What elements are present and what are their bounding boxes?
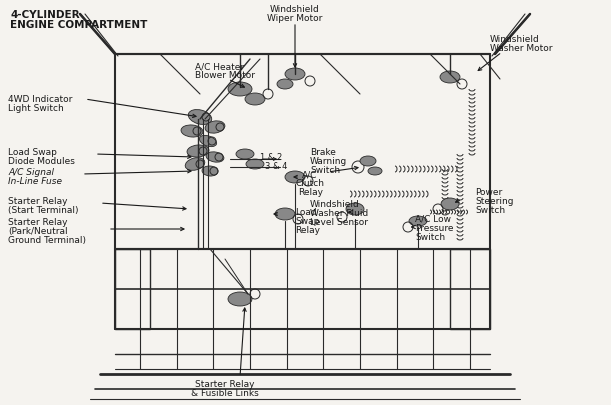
Text: Windshield: Windshield [490, 35, 540, 44]
Text: Switch: Switch [475, 205, 505, 215]
Text: Switch: Switch [310, 166, 340, 175]
Ellipse shape [199, 136, 217, 147]
Ellipse shape [441, 198, 459, 211]
Text: Windshield: Windshield [310, 200, 360, 209]
Text: Wiper Motor: Wiper Motor [268, 14, 323, 23]
Ellipse shape [277, 80, 293, 90]
Text: Starter Relay: Starter Relay [8, 196, 67, 205]
Text: Ground Terminal): Ground Terminal) [8, 235, 86, 244]
Ellipse shape [205, 122, 225, 134]
Ellipse shape [285, 172, 305, 183]
Ellipse shape [245, 94, 265, 106]
Text: ENGINE COMPARTMENT: ENGINE COMPARTMENT [10, 20, 147, 30]
Ellipse shape [187, 145, 209, 158]
Text: Relay: Relay [298, 188, 323, 196]
Ellipse shape [246, 160, 264, 170]
Text: 1 & 2: 1 & 2 [260, 153, 282, 162]
Text: In-Line Fuse: In-Line Fuse [8, 177, 62, 185]
Ellipse shape [185, 158, 205, 171]
Ellipse shape [440, 72, 460, 84]
Ellipse shape [360, 157, 376, 166]
Ellipse shape [409, 216, 427, 226]
Text: A/C: A/C [302, 170, 317, 179]
Ellipse shape [228, 292, 252, 306]
Text: & Fusible Links: & Fusible Links [191, 388, 259, 397]
Text: Diode Modules: Diode Modules [8, 157, 75, 166]
Text: Power: Power [475, 188, 502, 196]
Text: Washer Motor: Washer Motor [490, 44, 552, 53]
Text: Steering: Steering [475, 196, 513, 205]
Text: Starter Relay: Starter Relay [196, 379, 255, 388]
Ellipse shape [285, 69, 305, 81]
Text: Warning: Warning [310, 157, 347, 166]
Text: 4-CYLINDER: 4-CYLINDER [10, 10, 79, 20]
Text: Windshield: Windshield [270, 5, 320, 14]
Bar [115, 249, 150, 329]
Ellipse shape [181, 126, 203, 138]
Ellipse shape [202, 166, 218, 177]
Text: Load Swap: Load Swap [8, 148, 57, 157]
Ellipse shape [368, 168, 382, 175]
Ellipse shape [236, 149, 254, 160]
Text: Relay: Relay [295, 226, 320, 234]
Text: Starter Relay: Starter Relay [8, 217, 67, 226]
Text: Level Sensor: Level Sensor [310, 217, 368, 226]
Text: Pressure: Pressure [415, 224, 453, 232]
Text: 4WD Indicator: 4WD Indicator [8, 95, 72, 104]
Text: (Park/Neutral: (Park/Neutral [8, 226, 68, 235]
Text: Switch: Switch [415, 232, 445, 241]
Ellipse shape [228, 83, 252, 97]
Text: Swap: Swap [295, 216, 320, 226]
Ellipse shape [275, 209, 295, 220]
Text: Light Switch: Light Switch [8, 104, 64, 113]
Text: A/C Signal: A/C Signal [8, 168, 54, 177]
Text: A/C Low: A/C Low [415, 215, 451, 224]
Text: Brake: Brake [310, 148, 336, 157]
Ellipse shape [206, 152, 224, 163]
Text: Load: Load [295, 207, 316, 216]
Text: Clutch: Clutch [296, 179, 325, 188]
Ellipse shape [346, 203, 364, 215]
Ellipse shape [188, 110, 212, 125]
Text: (Start Terminal): (Start Terminal) [8, 205, 78, 215]
Text: A/C Heater: A/C Heater [195, 62, 244, 71]
Text: 3 & 4: 3 & 4 [265, 162, 287, 171]
Text: Blower Motor: Blower Motor [195, 71, 255, 80]
Bar [450, 249, 490, 329]
Text: Washer Fluid: Washer Fluid [310, 209, 368, 217]
